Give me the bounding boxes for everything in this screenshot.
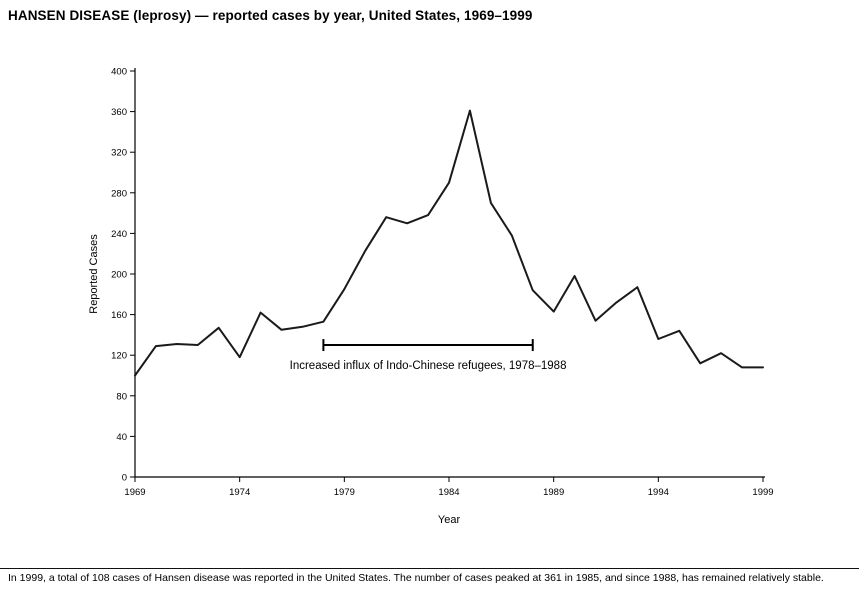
y-tick-label: 120: [111, 351, 127, 362]
x-tick-label: 1989: [543, 487, 564, 498]
y-tick-label: 160: [111, 310, 127, 321]
x-tick-label: 1999: [752, 487, 773, 498]
x-tick-label: 1984: [438, 487, 459, 498]
footnote: In 1999, a total of 108 cases of Hansen …: [0, 568, 859, 586]
chart-title: HANSEN DISEASE (leprosy) — reported case…: [8, 8, 533, 23]
y-tick-label: 200: [111, 270, 127, 281]
y-tick-label: 320: [111, 148, 127, 159]
x-tick-label: 1969: [124, 487, 145, 498]
y-tick-label: 0: [122, 473, 127, 484]
y-tick-label: 80: [116, 391, 127, 402]
x-tick-label: 1994: [648, 487, 669, 498]
y-tick-label: 40: [116, 432, 127, 443]
x-tick-label: 1979: [334, 487, 355, 498]
data-line: [134, 109, 764, 377]
y-axis-title: Reported Cases: [88, 234, 100, 314]
y-tick-label: 240: [111, 229, 127, 240]
line-chart: 0 40 80 120 160 200 240 280 320 360 400 1969 1974 197…: [88, 67, 774, 527]
y-tick-label: 400: [111, 67, 127, 78]
y-tick-label: 280: [111, 188, 127, 199]
annotation-label: Increased influx of Indo-Chinese refugee…: [290, 360, 567, 372]
x-tick-label: 1974: [229, 487, 250, 498]
y-tick-label: 360: [111, 107, 127, 118]
x-axis-title: Year: [438, 514, 461, 526]
